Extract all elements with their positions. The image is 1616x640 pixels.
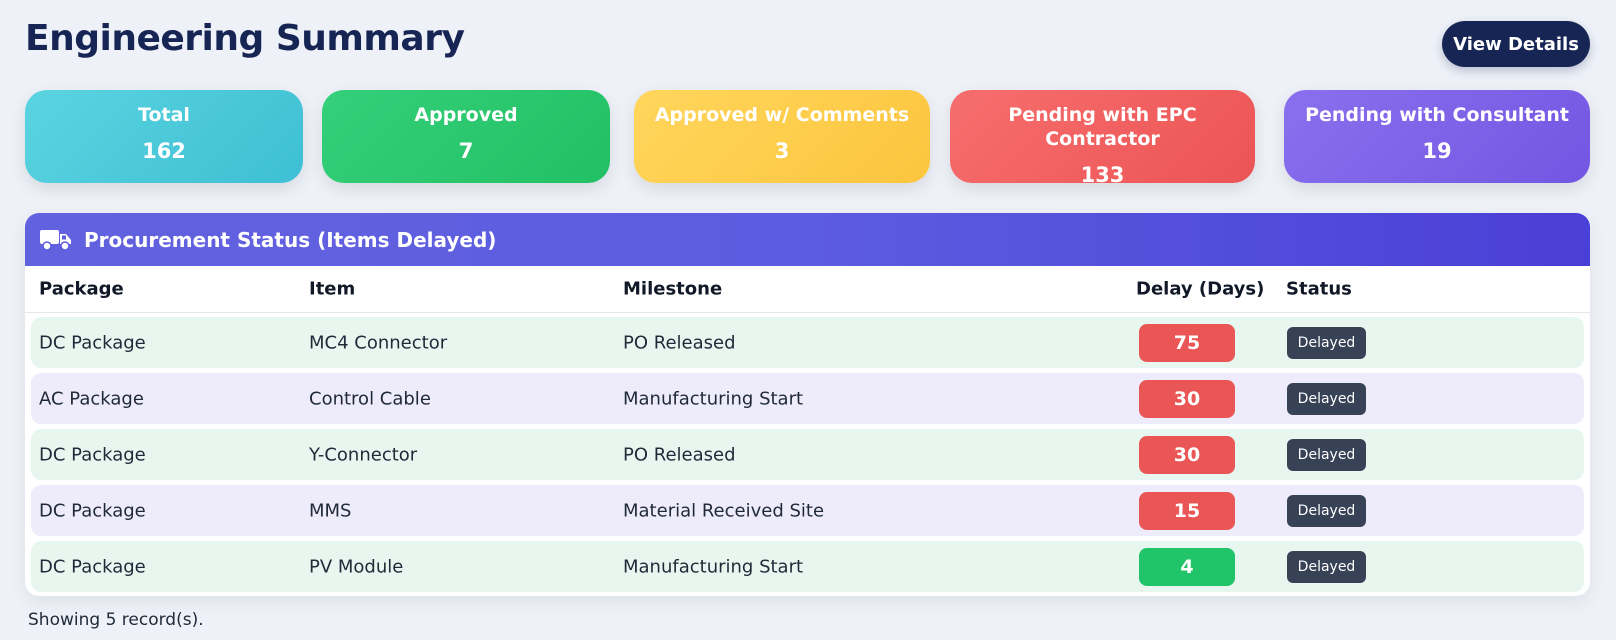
delay-badge: 30	[1139, 379, 1235, 418]
cell-item: Y-Connector	[309, 444, 418, 465]
cell-package: DC Package	[39, 500, 146, 521]
card-value: 133	[1080, 163, 1125, 187]
card-pending-consultant[interactable]: Pending with Consultant 19	[1284, 90, 1590, 183]
card-total[interactable]: Total 162	[25, 90, 303, 183]
cell-package: DC Package	[39, 556, 146, 577]
cell-milestone: PO Released	[623, 332, 736, 353]
table-body: DC Package MC4 Connector PO Released 75 …	[25, 313, 1590, 592]
card-label: Approved	[414, 104, 518, 126]
cell-item: Control Cable	[309, 388, 431, 409]
table-row[interactable]: AC Package Control Cable Manufacturing S…	[31, 373, 1584, 424]
cell-item: MC4 Connector	[309, 332, 448, 353]
status-badge: Delayed	[1287, 438, 1366, 471]
cell-package: DC Package	[39, 332, 146, 353]
column-header-package[interactable]: Package	[39, 278, 124, 300]
table-row[interactable]: DC Package MMS Material Received Site 15…	[31, 485, 1584, 536]
view-details-button[interactable]: View Details	[1442, 21, 1590, 67]
card-approved-with-comments[interactable]: Approved w/ Comments 3	[634, 90, 930, 183]
table-row[interactable]: DC Package Y-Connector PO Released 30 De…	[31, 429, 1584, 480]
card-pending-epc[interactable]: Pending with EPC Contractor 133	[950, 90, 1255, 187]
status-badge: Delayed	[1287, 326, 1366, 359]
column-header-item[interactable]: Item	[309, 278, 356, 300]
delay-badge: 75	[1139, 323, 1235, 362]
truck-icon	[40, 229, 71, 251]
card-approved[interactable]: Approved 7	[322, 90, 610, 183]
card-label: Pending with EPC Contractor	[1008, 104, 1197, 150]
card-value: 162	[142, 139, 186, 163]
cell-milestone: Manufacturing Start	[623, 388, 804, 409]
table-row[interactable]: DC Package PV Module Manufacturing Start…	[31, 541, 1584, 592]
cell-package: DC Package	[39, 444, 146, 465]
card-value: 19	[1422, 139, 1452, 163]
cell-milestone: PO Released	[623, 444, 736, 465]
page-title: Engineering Summary	[25, 18, 465, 59]
cell-item: MMS	[309, 500, 352, 521]
card-label: Pending with Consultant	[1305, 104, 1569, 126]
table-row[interactable]: DC Package MC4 Connector PO Released 75 …	[31, 317, 1584, 368]
delay-badge: 15	[1139, 491, 1235, 530]
record-count: Showing 5 record(s).	[28, 610, 204, 630]
delay-badge: 30	[1139, 435, 1235, 474]
cell-package: AC Package	[39, 388, 144, 409]
procurement-panel: Procurement Status (Items Delayed) Packa…	[25, 213, 1590, 596]
cell-milestone: Material Received Site	[623, 500, 825, 521]
status-badge: Delayed	[1287, 550, 1366, 583]
table-header: Package Item Milestone Delay (Days) Stat…	[25, 266, 1590, 313]
procurement-header: Procurement Status (Items Delayed)	[25, 213, 1590, 266]
column-header-status[interactable]: Status	[1286, 278, 1352, 300]
column-header-milestone[interactable]: Milestone	[623, 278, 723, 300]
status-badge: Delayed	[1287, 382, 1366, 415]
cell-item: PV Module	[309, 556, 404, 577]
procurement-title: Procurement Status (Items Delayed)	[84, 227, 497, 252]
column-header-delay[interactable]: Delay (Days)	[1136, 278, 1265, 300]
cell-milestone: Manufacturing Start	[623, 556, 804, 577]
card-label: Approved w/ Comments	[654, 104, 910, 126]
card-label: Total	[138, 104, 190, 126]
delay-badge: 4	[1139, 547, 1235, 586]
status-badge: Delayed	[1287, 494, 1366, 527]
card-value: 3	[774, 139, 790, 163]
card-value: 7	[458, 139, 474, 163]
